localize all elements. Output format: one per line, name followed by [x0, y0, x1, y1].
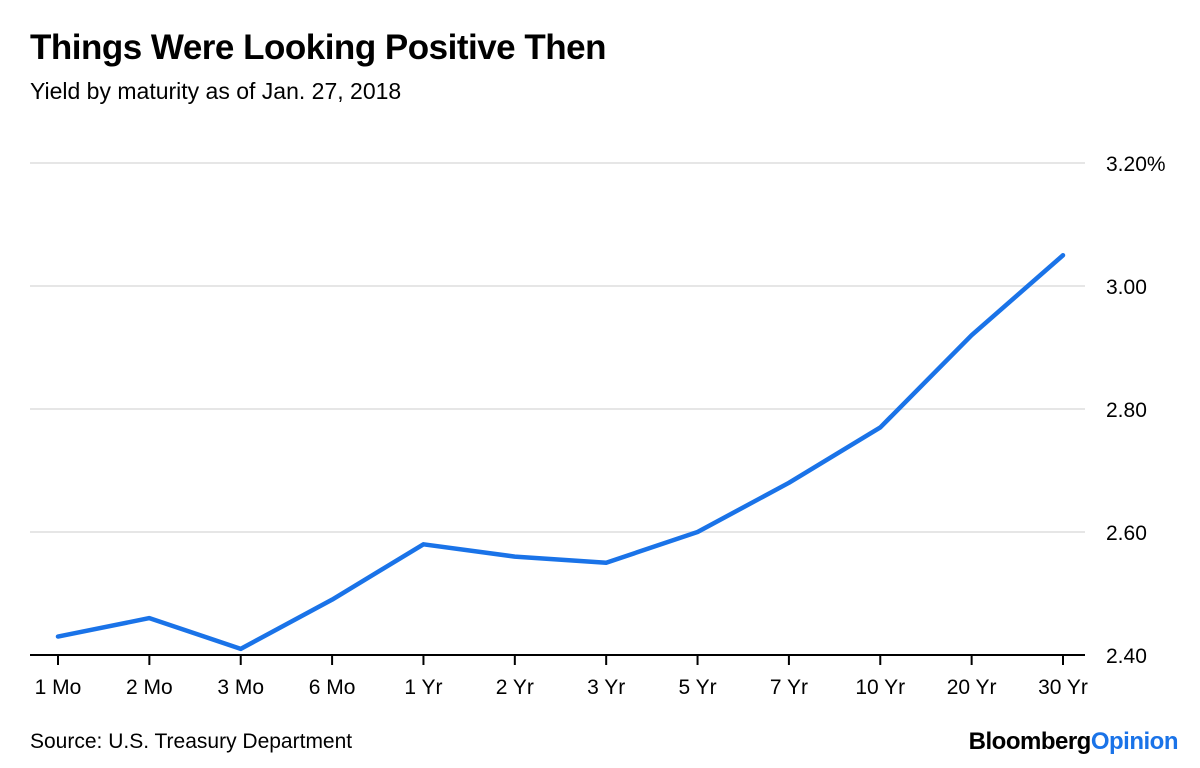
x-tick-label: 5 Yr: [678, 676, 716, 699]
x-tick-label: 2 Mo: [126, 676, 173, 699]
chart-title: Things Were Looking Positive Then: [30, 28, 606, 67]
gridlines: [30, 162, 1085, 533]
y-tick-label: 3.20%: [1106, 153, 1166, 176]
x-tick-label: 1 Mo: [35, 676, 82, 699]
x-tick-label: 3 Yr: [587, 676, 625, 699]
series-line: [55, 253, 1066, 652]
x-tick-label: 10 Yr: [855, 676, 905, 699]
y-tick-label: 2.60: [1106, 522, 1147, 545]
x-tick-labels: 1 Mo 2 Mo 3 Mo 6 Mo 1 Yr 2 Yr 3 Yr 5 Yr 7 Yr 10 Y…: [35, 676, 1088, 699]
chart-subtitle: Yield by maturity as of Jan. 27, 2018: [30, 78, 402, 104]
source-note: Source: U.S. Treasury Department: [30, 730, 353, 753]
x-tick-label: 7 Yr: [770, 676, 808, 699]
y-tick-labels: 2.40 2.60 2.80 3.00 3.20%: [1106, 153, 1166, 668]
x-axis: [30, 654, 1085, 665]
y-tick-label: 3.00: [1106, 276, 1147, 299]
brand-name: Bloomberg: [968, 728, 1092, 755]
brand-section: Opinion: [1090, 728, 1179, 755]
brand-logo: BloombergOpinion: [968, 728, 1179, 756]
x-tick-label: 20 Yr: [947, 676, 997, 699]
x-tick-label: 2 Yr: [496, 676, 534, 699]
series-layer: [55, 253, 1066, 652]
x-tick-label: 6 Mo: [309, 676, 356, 699]
y-tick-label: 2.80: [1106, 399, 1147, 422]
x-tick-label: 3 Mo: [217, 676, 264, 699]
x-tick-label: 30 Yr: [1038, 676, 1088, 699]
x-tick-label: 1 Yr: [404, 676, 442, 699]
y-tick-label: 2.40: [1106, 645, 1147, 668]
